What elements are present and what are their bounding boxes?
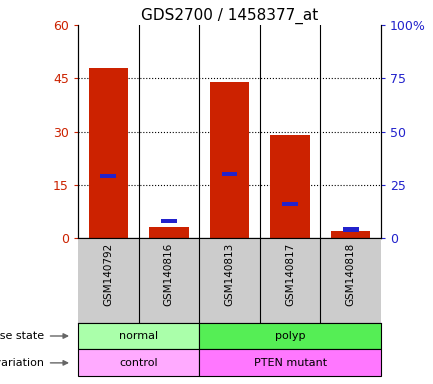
Bar <box>199 323 381 349</box>
Text: GSM140792: GSM140792 <box>103 242 113 306</box>
Bar <box>270 135 310 238</box>
Bar <box>331 231 371 238</box>
Bar <box>210 82 249 238</box>
Bar <box>282 202 298 206</box>
Bar <box>78 323 199 349</box>
Bar <box>149 227 189 238</box>
Text: genotype/variation: genotype/variation <box>0 358 45 368</box>
Bar <box>78 349 199 376</box>
Text: control: control <box>119 358 158 368</box>
Bar <box>199 349 381 376</box>
Text: PTEN mutant: PTEN mutant <box>254 358 326 368</box>
Text: GSM140816: GSM140816 <box>164 242 174 306</box>
Bar <box>343 227 359 232</box>
Text: GSM140813: GSM140813 <box>224 242 235 306</box>
Bar <box>100 174 116 179</box>
Text: disease state: disease state <box>0 331 45 341</box>
Text: GSM140817: GSM140817 <box>285 242 295 306</box>
Title: GDS2700 / 1458377_at: GDS2700 / 1458377_at <box>141 7 318 23</box>
Bar <box>89 68 128 238</box>
Text: GSM140818: GSM140818 <box>346 242 356 306</box>
Bar <box>161 219 177 223</box>
Text: normal: normal <box>119 331 158 341</box>
Text: polyp: polyp <box>275 331 305 341</box>
Bar <box>222 172 237 176</box>
